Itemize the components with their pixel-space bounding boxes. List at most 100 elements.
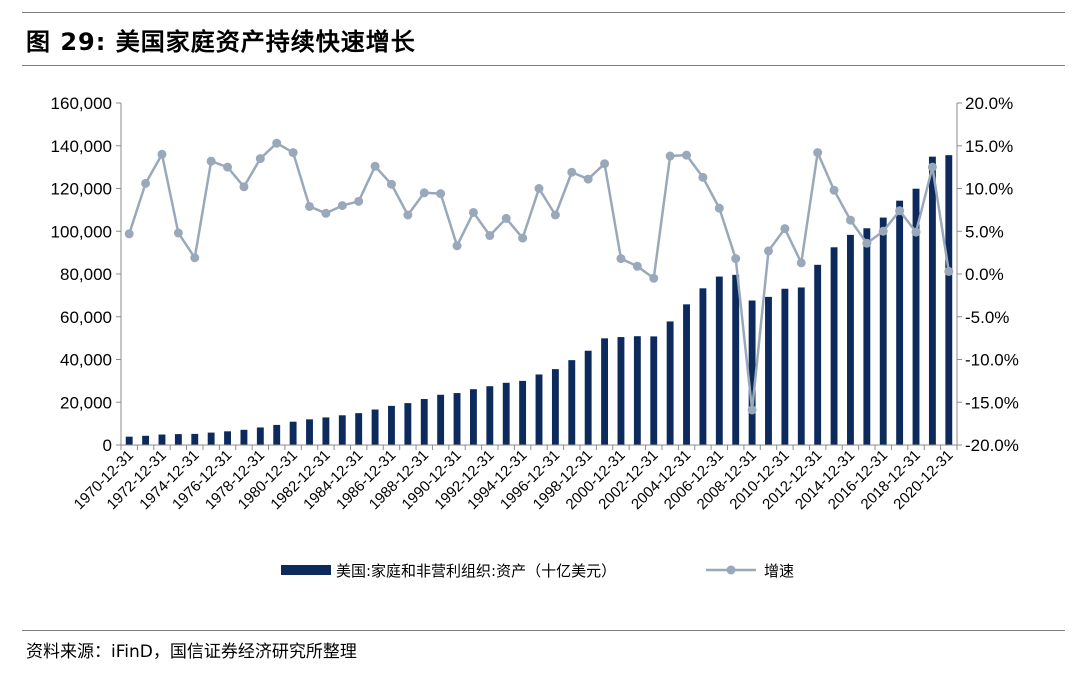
growth-point [878,226,888,236]
bar [650,336,658,445]
growth-point [632,261,642,271]
bar [551,369,559,445]
growth-point [255,154,265,164]
growth-point [944,266,954,276]
y-left-tick-label: 160,000 [51,94,112,113]
bar [174,434,182,445]
legend-line-label: 增速 [764,562,794,580]
bar [863,228,871,445]
bar [748,300,756,445]
bar [355,413,363,445]
axes-layer: 0 20,000 40,000 60,000 80,000 100,000 120,000 1… [51,94,1019,455]
bar [125,436,133,445]
bar [322,417,330,445]
bar [830,247,838,445]
growth-point [796,258,806,268]
bar [207,432,215,445]
y-left-tick-label: 20,000 [60,393,112,412]
growth-point [239,182,249,192]
growth-point [714,203,724,213]
growth-point [583,174,593,184]
bar [601,338,609,445]
bar [584,350,592,445]
bar [535,374,543,445]
growth-point [501,213,511,223]
bar [568,360,576,445]
bar [847,234,854,445]
bar [519,380,527,446]
bar [715,276,723,445]
bar [502,382,510,445]
growth-point [321,208,331,218]
growth-point [485,231,495,241]
growth-point [682,150,692,160]
y-left-tick-label: 100,000 [51,222,112,241]
y-right-tick-label: -10.0% [965,351,1019,370]
growth-point [518,233,528,243]
bar [781,288,789,445]
growth-point [452,241,462,251]
bar [224,431,231,445]
y-left-tick-label: 40,000 [60,351,112,370]
bar [633,336,641,445]
growth-point [419,188,429,198]
growth-point [272,138,282,148]
growth-point [845,215,855,225]
growth-point [305,201,315,211]
growth-point [550,210,560,220]
legend: 美国:家庭和非营利组织:资产（十亿美元） 增速 [281,562,794,580]
growth-point [731,254,741,264]
bar [928,156,936,445]
y-right-tick-label: 10.0% [965,180,1013,199]
growth-line-layer [124,138,954,415]
growth-point [649,273,659,283]
growth-point [862,238,872,248]
growth-point [927,162,937,172]
bar [191,433,199,445]
bar [338,415,346,445]
growth-point [895,206,905,216]
title-rule [22,65,1065,66]
bar [273,424,281,445]
source-note: 资料来源：iFinD，国信证券经济研究所整理 [26,642,357,662]
growth-point [780,224,790,234]
bar [256,427,264,445]
bar [306,419,313,445]
y-left-tick-label: 120,000 [51,180,112,199]
growth-point [747,405,757,415]
bar [437,394,445,445]
bar [420,399,428,445]
bar [453,393,461,445]
bar [371,409,379,445]
growth-point [354,196,364,206]
growth-line [128,141,951,412]
bar [683,304,690,445]
source-rule [22,630,1065,631]
growth-point [763,246,773,256]
bar [469,389,477,445]
y-left-tick-label: 140,000 [51,137,112,156]
bar [142,435,150,445]
growth-point [370,161,380,171]
growth-point [206,156,216,166]
bar [289,421,297,445]
figure-title: 图 29: 美国家庭资产持续快速增长 [26,28,416,56]
bar [240,429,248,445]
growth-point [141,178,151,188]
growth-point [911,227,921,237]
legend-line-marker [726,565,736,575]
growth-point [616,254,626,264]
y-right-tick-label: 15.0% [965,137,1013,156]
growth-point [600,159,610,169]
growth-point [468,207,478,217]
bar [912,188,920,445]
x-tick-labels: 1970-12-311972-12-311974-12-311976-12-31… [71,447,957,513]
bars-layer [125,155,953,446]
growth-point [813,148,823,158]
bar [699,288,707,445]
top-rule [22,12,1065,13]
growth-point [173,228,183,238]
bar [797,287,805,445]
bar [896,200,904,445]
bar [765,296,772,445]
